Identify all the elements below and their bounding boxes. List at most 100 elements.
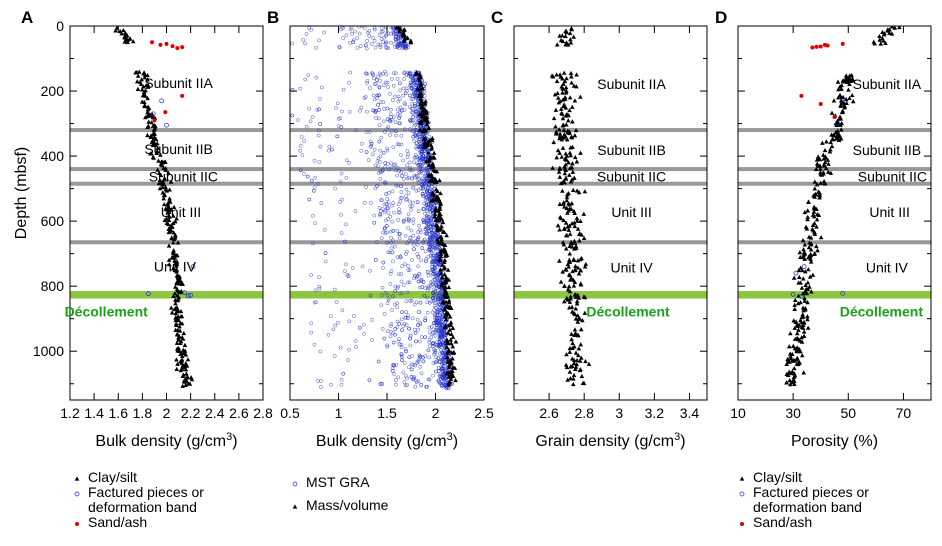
data-point — [401, 93, 406, 98]
data-point — [438, 376, 443, 381]
data-point — [565, 287, 571, 292]
data-point — [424, 259, 428, 264]
data-point — [422, 207, 426, 211]
data-point — [568, 70, 574, 76]
data-point — [371, 72, 375, 77]
data-point — [393, 168, 398, 173]
y-tick-label: 200 — [41, 83, 65, 99]
data-point — [878, 41, 884, 46]
data-point — [314, 300, 318, 305]
data-point — [414, 132, 418, 137]
data-point — [317, 128, 321, 133]
data-point — [309, 27, 313, 32]
data-point — [430, 344, 435, 349]
data-point — [318, 385, 323, 389]
data-point — [438, 279, 442, 284]
data-point — [285, 76, 288, 79]
data-point — [420, 129, 426, 134]
data-point — [551, 115, 557, 121]
data-point — [173, 219, 178, 224]
data-point — [832, 115, 837, 120]
data-point — [396, 339, 401, 344]
data-point — [313, 175, 318, 180]
plot-frame — [513, 25, 708, 401]
data-point — [562, 78, 568, 84]
data-point — [416, 173, 421, 178]
data-point — [818, 234, 824, 240]
data-point — [573, 263, 578, 269]
data-point — [340, 26, 344, 29]
data-point — [309, 330, 314, 335]
legend-marker-shape — [74, 491, 80, 497]
data-point — [413, 104, 417, 108]
data-point — [421, 218, 426, 222]
x-tick-label: 2.6 — [229, 405, 249, 421]
data-point — [442, 291, 447, 296]
data-point — [408, 336, 413, 341]
data-point — [440, 329, 445, 334]
data-point — [442, 242, 448, 248]
data-point — [431, 203, 436, 208]
data-point — [313, 221, 317, 226]
data-point — [818, 166, 823, 171]
data-point — [418, 228, 423, 232]
data-point — [437, 278, 441, 283]
data-point — [185, 357, 191, 362]
data-point — [889, 31, 895, 36]
data-point — [415, 237, 420, 242]
data-point — [412, 173, 417, 178]
data-point — [791, 358, 797, 363]
data-point — [430, 295, 435, 300]
data-point — [438, 235, 444, 240]
data-point — [422, 93, 427, 98]
data-point — [384, 192, 389, 196]
data-point — [434, 283, 438, 288]
data-point — [813, 166, 819, 171]
data-point — [437, 340, 442, 345]
data-point — [180, 373, 186, 379]
data-point — [435, 310, 439, 315]
data-point — [418, 75, 423, 80]
data-point — [352, 29, 357, 34]
data-point — [385, 240, 390, 245]
data-point — [793, 319, 799, 324]
data-point — [372, 213, 377, 218]
data-point — [433, 348, 437, 353]
data-point — [552, 92, 558, 97]
data-point — [799, 294, 804, 299]
data-point — [365, 80, 369, 85]
data-point — [290, 88, 295, 92]
data-point — [827, 149, 833, 154]
data-point — [803, 282, 808, 288]
data-point — [394, 183, 398, 188]
data-point — [793, 270, 799, 276]
data-point — [567, 251, 573, 256]
data-point — [421, 105, 427, 111]
data-point — [444, 344, 450, 350]
data-point — [818, 172, 824, 177]
data-point — [439, 216, 445, 221]
data-point — [842, 103, 847, 108]
data-point — [439, 239, 444, 244]
data-point — [328, 314, 333, 319]
unit-label: Subunit IIA — [853, 76, 922, 92]
data-point — [431, 287, 436, 292]
data-point — [385, 301, 390, 306]
unit-boundary-line — [738, 181, 931, 186]
data-point — [427, 340, 432, 344]
data-point — [843, 73, 849, 78]
data-point — [408, 343, 413, 348]
data-point — [381, 39, 386, 44]
data-point — [422, 211, 427, 216]
data-point — [175, 327, 181, 332]
unit-boundary-line — [514, 181, 707, 186]
data-point — [389, 77, 394, 81]
data-point — [385, 293, 390, 298]
data-point — [558, 180, 564, 186]
data-point — [389, 269, 394, 273]
data-point — [382, 311, 387, 316]
data-point — [790, 343, 796, 348]
data-point — [804, 291, 810, 296]
data-point — [788, 331, 793, 336]
